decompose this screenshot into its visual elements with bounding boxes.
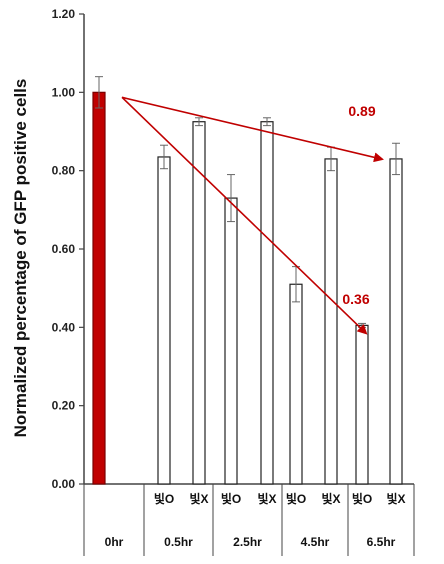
bar [260,121,274,485]
trend-arrow [121,96,368,335]
y-tick-label: 0.60 [52,242,76,256]
trend-annotation-label: 0.89 [348,103,375,119]
x-category-label: 4.5hr [301,535,330,549]
x-category-label: 0.5hr [164,535,193,549]
x-category-label: 0hr [105,535,124,549]
bar-sublabel: 빛O [352,491,372,506]
x-axis-categories: 0hr 0.5hr 2.5hr 4.5hr 6.5hr [105,535,396,549]
bar-sublabel: 빛X [189,491,208,506]
bar [224,197,238,485]
bar-sublabel: 빛X [386,491,405,506]
y-tick-label: 0.00 [52,477,76,491]
y-axis-label: Normalized percentage of GFP positive ce… [11,79,30,438]
bar [355,324,369,485]
y-tick-label: 1.20 [52,7,76,21]
bar [389,158,403,485]
axes: 0.00 0.20 0.40 0.60 0.80 1.00 1.20 [52,7,415,556]
bar-sublabel: 빛O [286,491,306,506]
y-tick-label: 0.40 [52,320,76,334]
bar [324,158,338,485]
x-category-label: 6.5hr [367,535,396,549]
bar-sublabel: 빛X [257,491,276,506]
bar [92,91,106,485]
bar [157,156,171,485]
bar-sublabel: 빛O [154,491,174,506]
trend-annotation-label: 0.36 [342,291,369,307]
trend-annotations: 0.89 0.36 [121,96,384,335]
y-tick-label: 0.80 [52,164,76,178]
bar-sublabel: 빛O [221,491,241,506]
x-category-label: 2.5hr [233,535,262,549]
bars: 빛O 빛X 빛O 빛X 빛O 빛X 빛O 빛X [92,76,406,506]
bar [289,283,303,485]
bar-sublabel: 빛X [321,491,340,506]
y-tick-label: 0.20 [52,399,76,413]
y-tick-label: 1.00 [52,85,76,99]
trend-arrow [121,96,384,163]
